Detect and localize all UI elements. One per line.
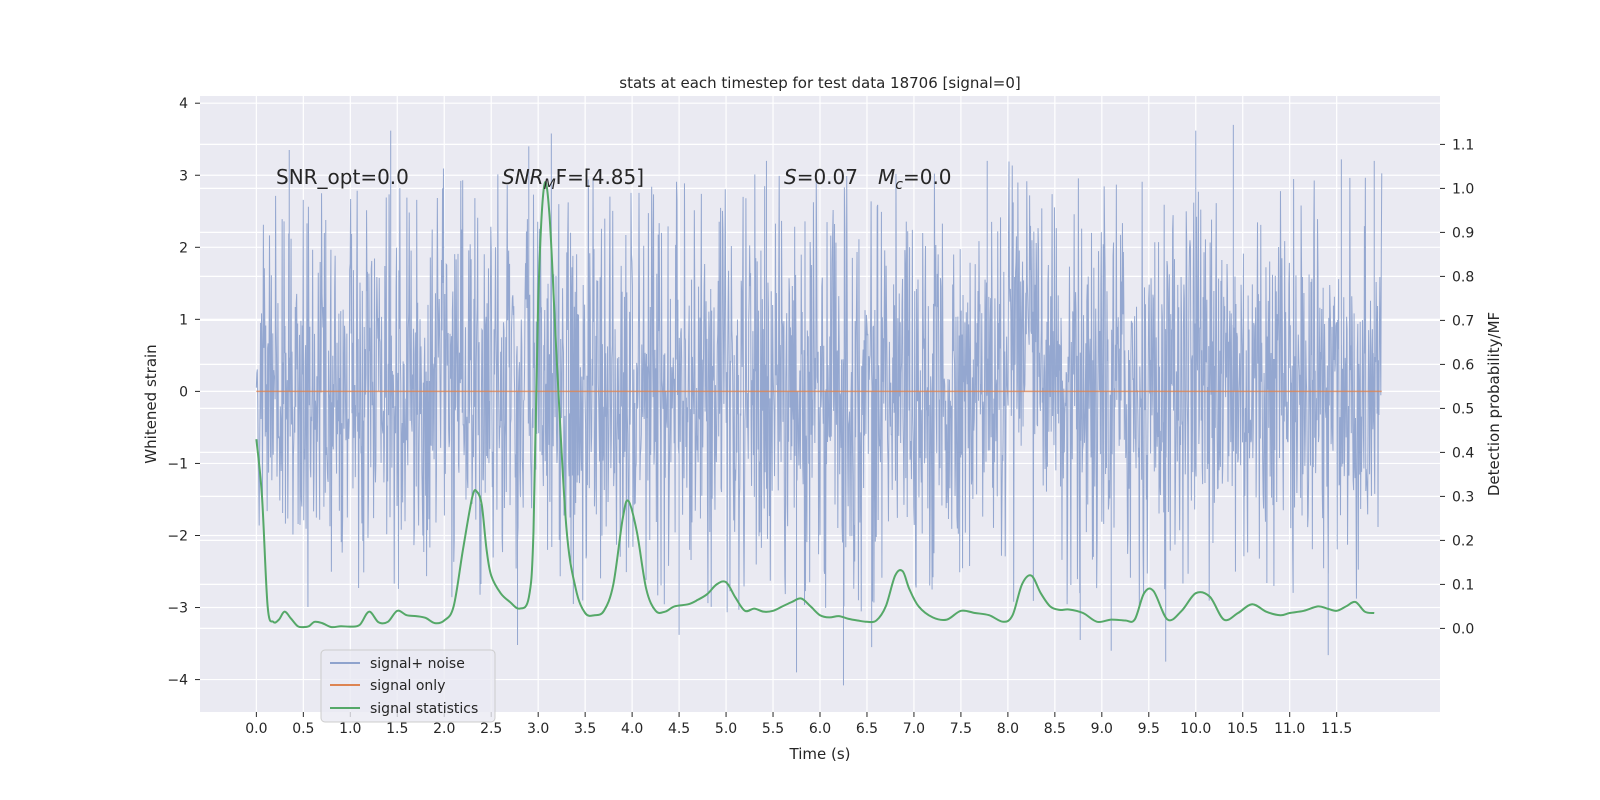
y-tick-label: −3	[167, 601, 188, 617]
y2-tick-label: 1.0	[1452, 181, 1474, 197]
x-tick-label: 7.5	[950, 721, 972, 737]
x-tick-label: 0.5	[292, 721, 314, 737]
x-tick-label: 8.5	[1044, 721, 1066, 737]
y2-tick-label: 0.5	[1452, 401, 1474, 417]
x-tick-label: 10.0	[1180, 721, 1211, 737]
series-layer	[255, 124, 1383, 686]
y2-axis-label: Detection probability/MF	[1485, 312, 1503, 496]
x-tick-label: 0.0	[245, 721, 267, 737]
legend: signal+ noise signal only signal statist…	[320, 649, 496, 723]
annotation-snr-mf-rest: F=[4.85]	[556, 165, 644, 189]
y-tick-label: −4	[167, 673, 188, 689]
x-axis-ticks: 0.0 0.5 1.0 1.5 2.0 2.5 3.0 3.5 4.0 4.5 5.0 5.5 6.0 6…	[245, 712, 1352, 737]
x-tick-label: 8.0	[997, 721, 1019, 737]
x-tick-label: 2.5	[480, 721, 502, 737]
y2-tick-label: 0.7	[1452, 313, 1474, 329]
annotation-s-var: S	[784, 165, 797, 189]
y2-axis-ticks: 0.0 0.1 0.2 0.3 0.4 0.5 0.6 0.7 0.8 0.9 1.0 1.1	[1440, 137, 1474, 637]
y-tick-label: 0	[179, 384, 188, 400]
y2-tick-label: 0.3	[1452, 489, 1474, 505]
y2-tick-label: 0.0	[1452, 621, 1474, 637]
y2-tick-label: 0.8	[1452, 269, 1474, 285]
y-tick-label: −1	[167, 456, 188, 472]
annotation-s: S=0.07	[784, 165, 858, 189]
legend-label-signal-noise: signal+ noise	[370, 656, 465, 672]
x-tick-label: 4.0	[621, 721, 643, 737]
y2-tick-label: 0.6	[1452, 357, 1474, 373]
x-tick-label: 2.0	[433, 721, 455, 737]
y2-tick-label: 0.2	[1452, 533, 1474, 549]
annotation-mc-rest: =0.0	[903, 165, 952, 189]
annotation-snr-opt: SNR_opt=0.0	[276, 165, 409, 189]
annotation-mc-main: M	[878, 165, 895, 189]
y-axis-ticks: −4 −3 −2 −1 0 1 2 3 4	[167, 96, 200, 689]
y-tick-label: 1	[179, 312, 188, 328]
y-axis-label: Whitened strain	[142, 344, 160, 463]
x-tick-label: 9.5	[1138, 721, 1160, 737]
legend-box	[320, 649, 496, 723]
y-tick-label: 4	[179, 96, 188, 112]
annotation-snr-mf-sub: M	[544, 177, 556, 193]
x-tick-label: 6.0	[809, 721, 831, 737]
y-tick-label: 2	[179, 240, 188, 256]
y2-tick-label: 1.1	[1452, 137, 1474, 153]
y2-tick-label: 0.4	[1452, 445, 1474, 461]
y-tick-label: −2	[167, 528, 188, 544]
x-tick-label: 5.0	[715, 721, 737, 737]
annotation-snr-mf-main: SNR	[502, 165, 544, 189]
annotation-s-rest: =0.07	[797, 165, 858, 189]
x-tick-label: 5.5	[762, 721, 784, 737]
x-tick-label: 1.5	[386, 721, 408, 737]
series-line-signal-statistics	[255, 181, 1375, 629]
x-axis-label: Time (s)	[789, 745, 851, 763]
annotation-mc: Mc=0.0	[878, 165, 952, 193]
y2-tick-label: 0.9	[1452, 225, 1474, 241]
x-tick-label: 11.5	[1321, 721, 1352, 737]
x-tick-label: 1.0	[339, 721, 361, 737]
annotation-mc-sub: c	[895, 177, 903, 193]
legend-label-signal-only: signal only	[370, 678, 445, 694]
y-tick-label: 3	[179, 168, 188, 184]
chart-title: stats at each timestep for test data 187…	[619, 74, 1020, 92]
x-tick-label: 4.5	[668, 721, 690, 737]
x-tick-label: 10.5	[1227, 721, 1258, 737]
x-tick-label: 3.0	[527, 721, 549, 737]
x-tick-label: 9.0	[1091, 721, 1113, 737]
x-tick-label: 3.5	[574, 721, 596, 737]
x-tick-label: 11.0	[1274, 721, 1305, 737]
x-tick-label: 6.5	[856, 721, 878, 737]
y2-tick-label: 0.1	[1452, 577, 1474, 593]
legend-label-signal-statistics: signal statistics	[370, 701, 478, 717]
x-tick-label: 7.0	[903, 721, 925, 737]
annotation-snr-mf: SNRMF=[4.85]	[502, 165, 644, 193]
